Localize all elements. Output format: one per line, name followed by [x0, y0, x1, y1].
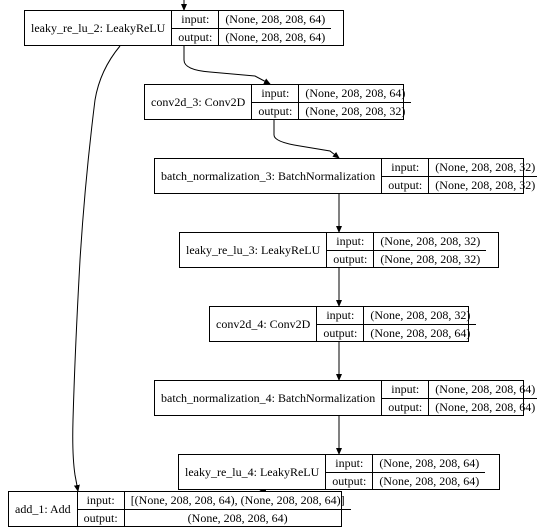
io-grid: input:(None, 208, 208, 64)output:(None, …	[381, 381, 537, 415]
io-out-label: output:	[251, 102, 298, 119]
io-in-label: input:	[381, 381, 428, 398]
node-label: leaky_re_lu_4: LeakyReLU	[179, 455, 325, 489]
io-in-label: input:	[325, 455, 372, 472]
io-in-value: (None, 208, 208, 32)	[373, 233, 486, 250]
io-in-value: (None, 208, 208, 32)	[428, 159, 537, 176]
io-out-label: output:	[77, 509, 124, 526]
io-out-label: output:	[381, 176, 428, 193]
io-in-value: (None, 208, 208, 64)	[428, 381, 537, 398]
io-in-value: (None, 208, 208, 32)	[363, 307, 476, 324]
io-grid: input:[(None, 208, 208, 64), (None, 208,…	[77, 492, 351, 526]
node-leaky2: leaky_re_lu_2: LeakyReLUinput:(None, 208…	[24, 10, 344, 46]
io-in-label: input:	[251, 85, 298, 102]
io-grid: input:(None, 208, 208, 32)output:(None, …	[381, 159, 537, 193]
io-out-value: (None, 208, 208, 64)	[363, 324, 476, 341]
node-label: batch_normalization_4: BatchNormalizatio…	[155, 381, 381, 415]
io-in-label: input:	[171, 11, 218, 28]
io-out-label: output:	[381, 398, 428, 415]
edge-conv3-bn3	[274, 120, 339, 158]
node-bn3: batch_normalization_3: BatchNormalizatio…	[154, 158, 524, 194]
node-leaky3: leaky_re_lu_3: LeakyReLUinput:(None, 208…	[179, 232, 499, 268]
io-in-label: input:	[316, 307, 363, 324]
io-in-label: input:	[326, 233, 373, 250]
io-out-label: output:	[316, 324, 363, 341]
io-out-value: (None, 208, 208, 64)	[428, 398, 537, 415]
node-add1: add_1: Addinput:[(None, 208, 208, 64), (…	[8, 491, 342, 527]
node-conv3: conv2d_3: Conv2Dinput:(None, 208, 208, 6…	[144, 84, 404, 120]
node-conv4: conv2d_4: Conv2Dinput:(None, 208, 208, 3…	[209, 306, 469, 342]
io-in-value: (None, 208, 208, 64)	[298, 85, 411, 102]
io-grid: input:(None, 208, 208, 64)output:(None, …	[171, 11, 331, 45]
node-label: conv2d_3: Conv2D	[145, 85, 251, 119]
io-grid: input:(None, 208, 208, 32)output:(None, …	[316, 307, 476, 341]
io-in-value: [(None, 208, 208, 64), (None, 208, 208, …	[124, 492, 351, 509]
edge-leaky2-conv3	[184, 46, 270, 84]
io-out-value: (None, 208, 208, 64)	[218, 28, 331, 45]
node-leaky4: leaky_re_lu_4: LeakyReLUinput:(None, 208…	[178, 454, 500, 490]
io-out-value: (None, 208, 208, 64)	[372, 472, 485, 489]
edge-leaky2-add1	[73, 46, 120, 491]
node-label: add_1: Add	[9, 492, 77, 526]
io-out-value: (None, 208, 208, 32)	[373, 250, 486, 267]
io-in-value: (None, 208, 208, 64)	[372, 455, 485, 472]
node-label: conv2d_4: Conv2D	[210, 307, 316, 341]
node-label: leaky_re_lu_3: LeakyReLU	[180, 233, 326, 267]
io-grid: input:(None, 208, 208, 32)output:(None, …	[326, 233, 486, 267]
io-in-label: input:	[381, 159, 428, 176]
node-bn4: batch_normalization_4: BatchNormalizatio…	[154, 380, 524, 416]
io-in-value: (None, 208, 208, 64)	[218, 11, 331, 28]
io-grid: input:(None, 208, 208, 64)output:(None, …	[251, 85, 411, 119]
io-out-label: output:	[326, 250, 373, 267]
io-out-label: output:	[171, 28, 218, 45]
node-label: leaky_re_lu_2: LeakyReLU	[25, 11, 171, 45]
io-out-value: (None, 208, 208, 32)	[428, 176, 537, 193]
io-out-value: (None, 208, 208, 64)	[124, 509, 351, 526]
io-grid: input:(None, 208, 208, 64)output:(None, …	[325, 455, 485, 489]
io-out-value: (None, 208, 208, 32)	[298, 102, 411, 119]
node-label: batch_normalization_3: BatchNormalizatio…	[155, 159, 381, 193]
io-out-label: output:	[325, 472, 372, 489]
io-in-label: input:	[77, 492, 124, 509]
